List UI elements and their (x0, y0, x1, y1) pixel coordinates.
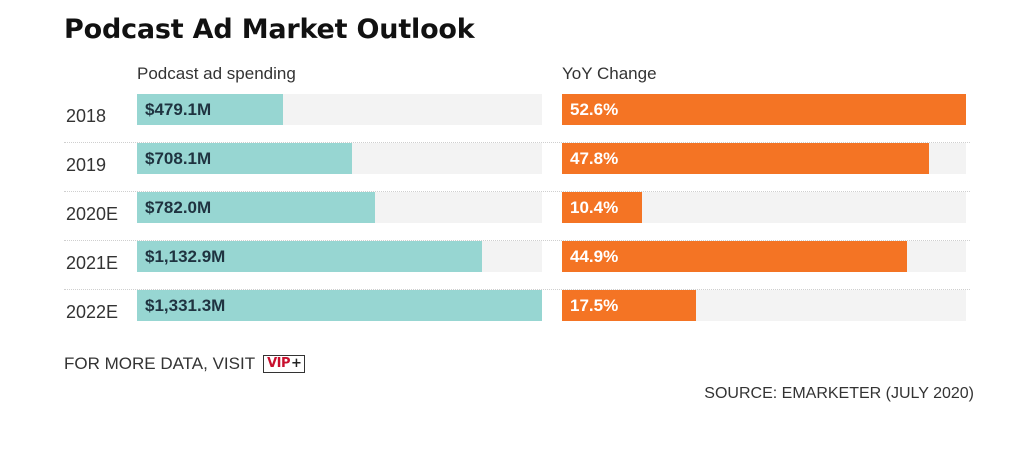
spend-bar-track: $479.1M (137, 94, 542, 125)
yoy-value-label: 44.9% (570, 247, 619, 266)
yoy-bar-track: 10.4% (562, 192, 966, 223)
plus-icon: + (291, 356, 302, 371)
yoy-bar (562, 241, 907, 272)
spending-bar (137, 241, 482, 272)
yoy-column-header: YoY Change (562, 64, 657, 83)
year-label: 2021E (66, 253, 119, 273)
source-note: SOURCE: EMARKETER (JULY 2020) (704, 385, 974, 402)
year-label: 2019 (66, 155, 107, 175)
yoy-bar-track: 44.9% (562, 241, 966, 272)
chart-row: 2021E $1,132.9M 44.9% (64, 241, 970, 290)
yoy-bar (562, 192, 642, 223)
spending-value-label: $1,331.3M (145, 296, 226, 315)
year-label: 2022E (66, 302, 119, 322)
chart-row: 2020E $782.0M 10.4% (64, 192, 970, 241)
chart-row: 2018 $479.1M 52.6% (64, 94, 970, 143)
yoy-value-label: 17.5% (570, 296, 619, 315)
spending-value-label: $1,132.9M (145, 247, 226, 266)
yoy-value-label: 47.8% (570, 149, 619, 168)
yoy-bar (562, 94, 966, 125)
spend-bar-track: $1,331.3M (137, 290, 542, 321)
chart-title: Podcast Ad Market Outlook (64, 14, 475, 45)
spend-bar-track: $782.0M (137, 192, 542, 223)
spend-bar-track: $1,132.9M (137, 241, 542, 272)
yoy-value-label: 52.6% (570, 100, 619, 119)
spending-value-label: $782.0M (145, 198, 212, 217)
spending-value-label: $479.1M (145, 100, 212, 119)
chart-row: 2022E $1,331.3M 17.5% (64, 290, 970, 338)
vip-plus-link[interactable]: VIP + (263, 355, 306, 373)
footer-cta-text: FOR MORE DATA, VISIT (64, 354, 256, 373)
chart-row: 2019 $708.1M 47.8% (64, 143, 970, 192)
spending-bar (137, 192, 375, 223)
yoy-bar (562, 143, 929, 174)
spending-bar (137, 143, 352, 174)
yoy-bar-track: 52.6% (562, 94, 966, 125)
vip-badge-text: VIP (267, 356, 291, 371)
yoy-value-label: 10.4% (570, 198, 619, 217)
year-label: 2020E (66, 204, 119, 224)
year-label: 2018 (66, 106, 107, 126)
spending-bar (137, 290, 542, 321)
spending-column-header: Podcast ad spending (137, 64, 296, 83)
yoy-bar (562, 290, 696, 321)
spending-bar (137, 94, 283, 125)
spending-value-label: $708.1M (145, 149, 212, 168)
yoy-bar-track: 17.5% (562, 290, 966, 321)
spend-bar-track: $708.1M (137, 143, 542, 174)
footer-cta: FOR MORE DATA, VISIT VIP + (64, 354, 306, 374)
yoy-bar-track: 47.8% (562, 143, 966, 174)
